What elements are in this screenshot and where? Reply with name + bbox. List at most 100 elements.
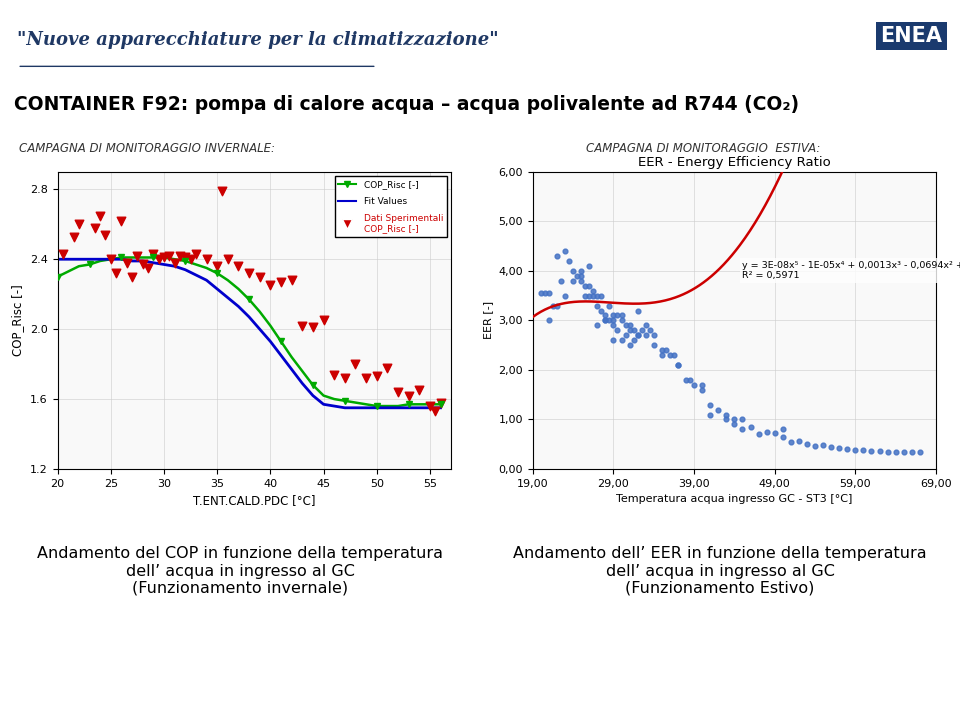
Point <box>108 268 124 279</box>
Point <box>263 280 278 291</box>
Point <box>589 300 605 311</box>
Point <box>606 334 621 346</box>
Point <box>694 384 709 395</box>
Point <box>92 210 108 221</box>
Point <box>586 290 601 301</box>
Point <box>578 290 593 301</box>
Point <box>638 329 654 341</box>
Point <box>598 315 613 326</box>
Point <box>284 274 300 286</box>
Point <box>183 253 199 265</box>
Point <box>565 275 581 286</box>
Point <box>815 440 830 451</box>
Point <box>630 305 645 316</box>
Point <box>642 324 658 336</box>
Point <box>679 374 694 385</box>
Point <box>582 280 597 291</box>
Point <box>549 300 564 311</box>
Point <box>172 250 187 261</box>
Text: CAMPAGNA DI MONITORAGGIO INVERNALE:: CAMPAGNA DI MONITORAGGIO INVERNALE: <box>19 142 276 155</box>
Point <box>156 252 172 263</box>
Point <box>610 324 625 336</box>
Y-axis label: EER [-]: EER [-] <box>483 301 492 339</box>
Point <box>545 300 561 311</box>
Point <box>573 270 588 281</box>
Point <box>113 215 129 226</box>
Point <box>807 440 823 451</box>
Title: EER - Energy Efficiency Ratio: EER - Energy Efficiency Ratio <box>638 156 830 169</box>
Point <box>831 442 847 454</box>
Point <box>719 414 734 425</box>
Point <box>602 315 617 326</box>
Point <box>662 349 678 361</box>
Point <box>56 248 71 260</box>
Point <box>541 287 557 299</box>
Point <box>703 399 718 410</box>
Point <box>558 290 573 301</box>
Point <box>295 320 310 332</box>
Point <box>167 257 182 268</box>
Point <box>791 435 806 447</box>
Point <box>719 409 734 420</box>
Point <box>824 441 839 453</box>
Point <box>630 329 645 341</box>
Point <box>161 250 177 261</box>
Point <box>569 270 585 281</box>
X-axis label: Temperatura acqua ingresso GC - ST3 [°C]: Temperatura acqua ingresso GC - ST3 [°C] <box>616 494 852 504</box>
Point <box>703 409 718 420</box>
Point <box>896 446 911 458</box>
Point <box>199 253 214 265</box>
Y-axis label: COP_Risc [-]: COP_Risc [-] <box>12 284 24 357</box>
Point <box>606 315 621 326</box>
Text: CONTAINER F92: pompa di calore acqua – acqua polivalente ad R744 (CO₂): CONTAINER F92: pompa di calore acqua – a… <box>14 95 800 114</box>
Point <box>562 256 577 267</box>
Point <box>188 248 204 260</box>
Point <box>305 321 321 333</box>
Point <box>670 359 685 371</box>
Point <box>606 319 621 331</box>
Point <box>593 290 609 301</box>
Point <box>140 262 156 274</box>
Point <box>209 261 225 272</box>
Point <box>538 287 553 299</box>
Point <box>130 250 145 261</box>
Text: CAMPAGNA DI MONITORAGGIO  ESTIVA:: CAMPAGNA DI MONITORAGGIO ESTIVA: <box>586 142 820 155</box>
Point <box>71 218 86 230</box>
Point <box>775 431 790 442</box>
Point <box>606 310 621 321</box>
Point <box>626 324 641 336</box>
Point <box>734 424 750 435</box>
Point <box>848 445 863 456</box>
Point <box>670 359 685 371</box>
Point <box>626 334 641 346</box>
Point <box>654 349 669 361</box>
Point <box>337 372 352 384</box>
Point <box>634 324 649 336</box>
Point <box>358 372 373 384</box>
Point <box>593 305 609 316</box>
Point <box>215 185 230 197</box>
Point <box>686 379 702 390</box>
Point <box>252 271 268 282</box>
Point <box>316 315 331 326</box>
Point <box>872 445 887 457</box>
Point <box>598 315 613 326</box>
Point <box>694 379 709 390</box>
Point <box>912 446 927 458</box>
Point <box>654 344 669 356</box>
Point <box>751 429 766 440</box>
Point <box>369 371 384 382</box>
Point <box>230 261 246 272</box>
X-axis label: T.ENT.CALD.PDC [°C]: T.ENT.CALD.PDC [°C] <box>193 494 316 507</box>
Point <box>622 339 637 351</box>
Point <box>533 287 548 299</box>
Point <box>767 427 782 439</box>
Point <box>119 257 134 268</box>
Point <box>622 324 637 336</box>
Point <box>573 275 588 286</box>
Point <box>880 446 896 458</box>
Point <box>638 319 654 331</box>
Text: "Nuove apparecchiature per la climatizzazione": "Nuove apparecchiature per la climatizza… <box>17 31 499 49</box>
Point <box>888 446 903 458</box>
Point <box>630 329 645 341</box>
